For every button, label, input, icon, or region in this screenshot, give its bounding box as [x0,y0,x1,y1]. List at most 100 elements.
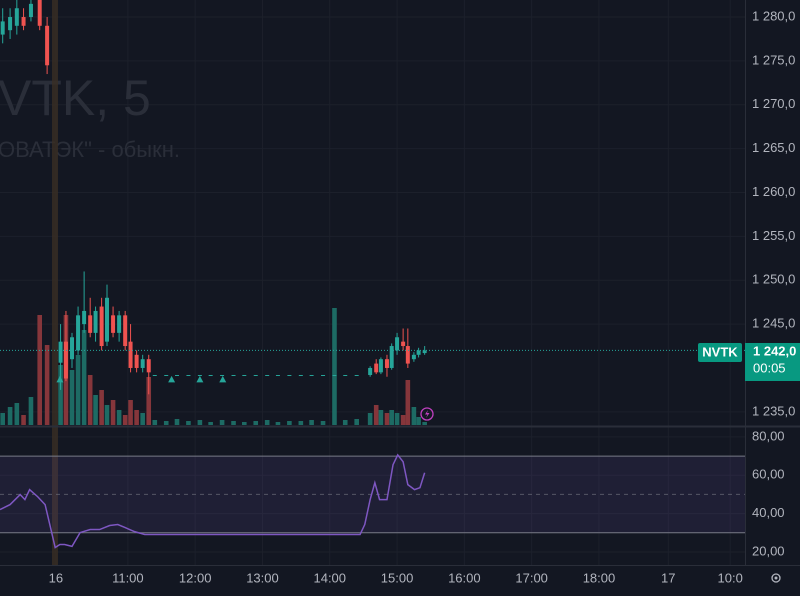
candle-body [8,17,13,31]
candle-body [389,346,394,368]
volume-bar [378,410,384,425]
volume-bar [122,415,128,425]
y-tick-label: 60,00 [752,467,785,482]
y-tick-label: 1 245,0 [752,316,795,331]
candle-body [45,25,50,66]
candle-body [93,310,98,333]
rsi-pane [0,453,745,549]
volume-bar [99,390,104,425]
x-tick-label: 16 [49,570,63,585]
y-tick-label: 1 250,0 [752,272,795,287]
price-pane [0,0,745,425]
volume-bar [411,407,417,425]
candle-body [416,350,421,355]
watermark: VTK, 5 [0,70,151,126]
volume-bar [394,413,400,425]
candle-body [298,374,303,376]
candle-body [134,354,139,368]
candle-body [186,374,191,376]
rsi-line [0,453,426,549]
candle-body [140,359,145,368]
x-tick-label: 12:00 [179,570,212,585]
candle-body [197,374,202,376]
volume-bar [7,407,13,425]
volume-bar [298,421,304,425]
volume-bar [134,410,139,425]
candle-body [368,367,373,375]
volume-bar [81,330,87,425]
volume-bar [197,420,203,425]
candle-body [309,374,314,376]
candle-body [275,374,280,376]
x-tick-label: 15:00 [381,570,414,585]
candle-body [21,17,26,26]
volume-bar [152,420,158,425]
candle-body [117,315,122,333]
candle-body [395,337,400,351]
crosshair-highlight [52,0,58,565]
candle-body [401,341,406,347]
candle-body [265,374,270,376]
candle-body [63,341,68,379]
signal-marker [219,375,227,383]
candle-body [70,337,75,360]
volume-bar [416,417,421,425]
volume-bar [104,405,110,425]
grid [0,0,745,565]
volume-bar [163,421,169,425]
volume-bar [231,421,236,425]
candle-body [0,21,5,35]
volume-bar [405,380,411,425]
candle-body [99,306,104,347]
volume-bar [422,422,427,425]
volume-bar [69,370,75,425]
candle-body [411,354,416,360]
volume-bar [400,415,406,425]
candle-body [164,374,169,376]
candle-body [242,374,247,376]
candle-body [343,374,348,376]
x-tick-label: 10:0 [718,570,743,585]
candle-body [152,374,157,376]
x-tick-label: 18:00 [583,570,616,585]
watermark-subtitle: ОВАТЭК" - обыкн. [0,137,180,162]
signal-marker [168,375,176,383]
volume-bar [110,400,116,425]
y-tick-label: 1 265,0 [752,140,795,155]
candle-body [287,374,292,376]
candle-body [174,374,179,376]
candle-body [321,374,326,376]
candle-body [105,297,110,342]
x-tick-label: 16:00 [448,570,481,585]
candle-body [128,341,133,368]
candle-body [354,374,359,376]
y-tick-label: 80,00 [752,428,785,443]
candle-body [123,315,128,347]
volume-bar [116,410,122,425]
volume-bar [146,377,152,425]
volume-bar [241,422,247,425]
y-tick-label: 1 260,0 [752,184,795,199]
candle-body [82,310,87,325]
volume-bar [332,308,337,425]
volume-bar [275,422,281,425]
volume-bar [354,419,359,425]
candle-body [405,346,410,364]
volume-bar [367,413,373,425]
candle-body [378,359,383,373]
volume-bar [186,421,191,425]
event-icon[interactable] [420,407,434,421]
signal-marker [196,375,204,383]
candle-body [332,374,337,376]
x-tick-label: 17 [661,570,675,585]
candle-body [253,374,258,376]
candle-body [374,363,379,373]
y-tick-label: 20,00 [752,543,785,558]
settings-icon[interactable] [771,573,781,583]
volume-bar [14,403,20,425]
volume-bar [264,420,270,425]
candle-body [14,8,19,26]
price-tag [745,343,800,381]
